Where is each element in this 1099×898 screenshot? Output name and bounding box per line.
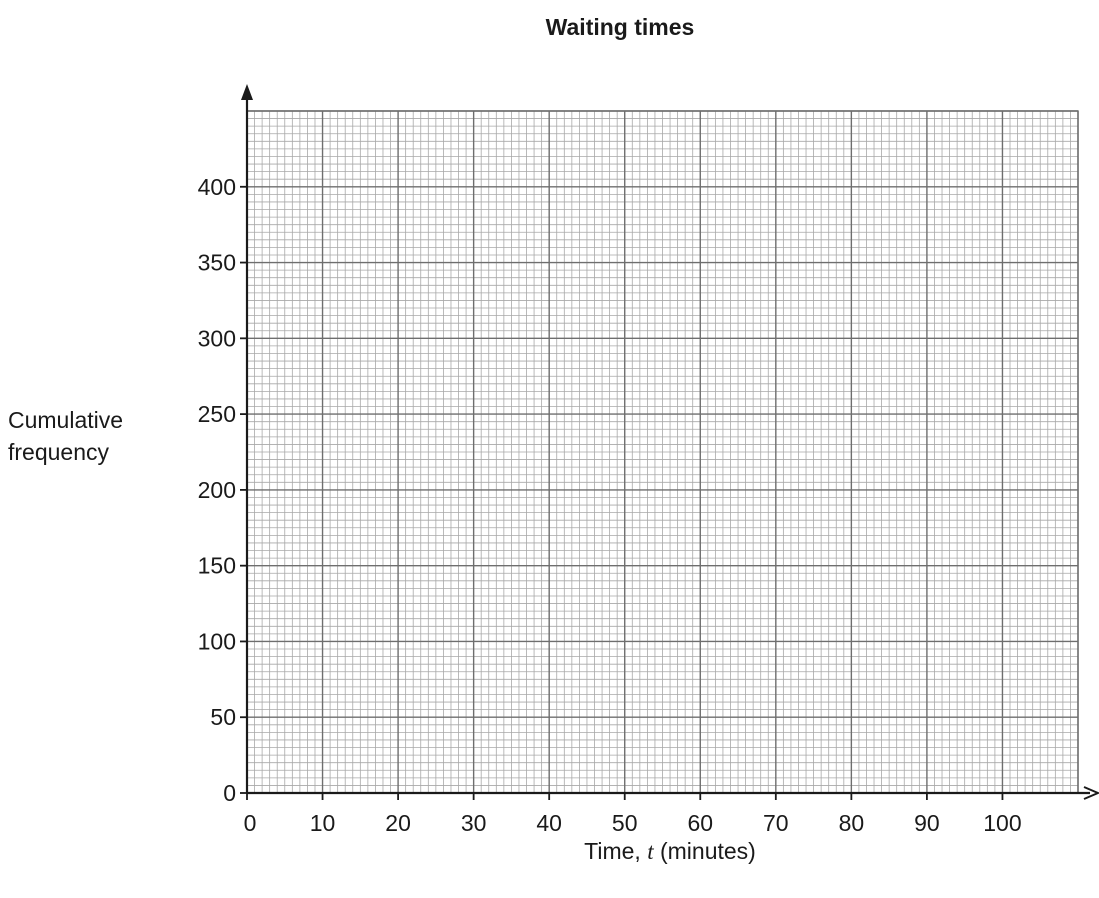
x-axis-label-variable: t: [647, 839, 654, 864]
x-tick-label: 80: [839, 810, 865, 836]
y-tick-label: 100: [198, 628, 236, 654]
y-tick-label: 350: [198, 250, 236, 276]
x-tick-label: 70: [763, 810, 789, 836]
y-tick-label: 0: [223, 780, 236, 806]
y-tick-label: 300: [198, 325, 236, 351]
y-axis-label-line-2: frequency: [8, 439, 110, 465]
y-tick-label: 50: [210, 704, 236, 730]
x-tick-label: 60: [687, 810, 713, 836]
x-tick-label: 100: [983, 810, 1021, 836]
y-tick-label: 200: [198, 477, 236, 503]
x-axis-label: Time, t (minutes): [500, 838, 840, 865]
chart-title: Waiting times: [545, 14, 695, 40]
x-axis-label-prefix: Time,: [584, 838, 648, 864]
y-tick-label: 150: [198, 553, 236, 579]
x-axis-label-suffix: (minutes): [653, 838, 756, 864]
y-tick-label: 400: [198, 174, 236, 200]
x-tick-label: 40: [536, 810, 562, 836]
y-axis-arrow-icon: [241, 84, 253, 100]
y-axis-label: Cumulative frequency: [8, 404, 158, 468]
y-tick-label: 250: [198, 401, 236, 427]
x-tick-label: 10: [310, 810, 336, 836]
x-tick-label: 20: [385, 810, 411, 836]
x-tick-label: 90: [914, 810, 940, 836]
x-tick-label: 30: [461, 810, 487, 836]
x-tick-label: 0: [244, 810, 257, 836]
x-axis-arrow-icon: [1083, 786, 1099, 800]
y-axis-label-line-1: Cumulative: [8, 407, 124, 433]
x-tick-label: 50: [612, 810, 638, 836]
